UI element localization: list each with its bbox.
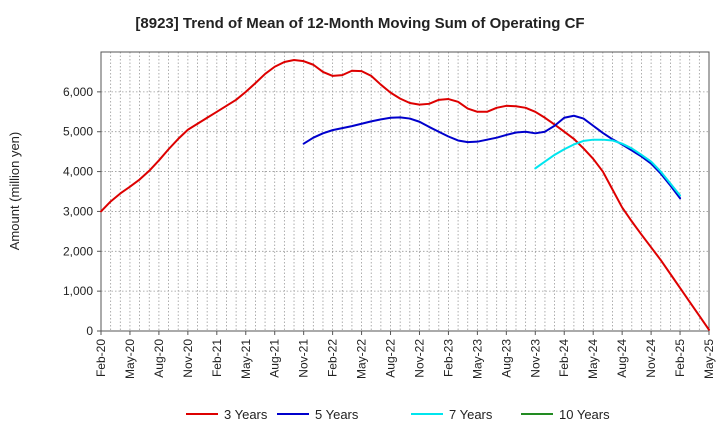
x-tick-label: Feb-24 (557, 339, 571, 377)
series-line-5-years (302, 114, 682, 200)
y-tick-label: 2,000 (63, 244, 93, 258)
series-line-3-years (100, 58, 710, 331)
grid (101, 52, 709, 332)
legend-label: 10 Years (559, 407, 610, 422)
y-tick-label: 3,000 (63, 204, 93, 218)
y-tick-label: 0 (86, 324, 93, 338)
x-tick-label: Nov-20 (181, 339, 195, 378)
y-tick-label: 5,000 (63, 125, 93, 139)
x-tick-label: Nov-22 (413, 339, 427, 378)
x-axis: Feb-20 May-20 Aug-20 Nov-20 Feb-21 May-21 Aug-… (94, 331, 716, 379)
x-tick-label: May-23 (470, 339, 484, 379)
x-tick-label: Aug-20 (152, 339, 166, 378)
series-lines (100, 58, 710, 331)
legend-label: 5 Years (315, 407, 359, 422)
x-tick-label: Feb-21 (210, 339, 224, 377)
x-tick-label: May-21 (239, 339, 253, 379)
plot-frame (100, 51, 710, 332)
x-tick-label: May-24 (586, 339, 600, 379)
x-tick-label: Feb-22 (326, 339, 340, 377)
x-tick-label: Aug-21 (268, 339, 282, 378)
x-tick-label: May-22 (355, 339, 369, 379)
x-tick-label: May-25 (702, 339, 716, 379)
x-tick-label: Nov-23 (528, 339, 542, 378)
y-tick-label: 4,000 (63, 165, 93, 179)
x-tick-label: Feb-20 (94, 339, 108, 377)
legend-label: 3 Years (224, 407, 268, 422)
x-tick-label: Aug-23 (499, 339, 513, 378)
x-tick-label: Nov-24 (644, 339, 658, 378)
series-line-7-years (534, 138, 682, 197)
x-tick-label: Aug-24 (615, 339, 629, 378)
x-tick-label: Feb-23 (441, 339, 455, 377)
y-axis: 0 1,000 2,000 3,000 4,000 5,000 6,000 (63, 85, 101, 338)
x-tick-label: May-20 (123, 339, 137, 379)
legend: 3 Years 5 Years 7 Years 10 Years (186, 407, 610, 422)
y-tick-label: 1,000 (63, 284, 93, 298)
x-tick-label: Feb-25 (673, 339, 687, 377)
chart-title: [8923] Trend of Mean of 12-Month Moving … (135, 15, 584, 32)
x-tick-label: Aug-22 (384, 339, 398, 378)
legend-label: 7 Years (449, 407, 493, 422)
y-tick-label: 6,000 (63, 85, 93, 99)
x-tick-label: Nov-21 (297, 339, 311, 378)
y-axis-label: Amount (million yen) (7, 132, 22, 251)
